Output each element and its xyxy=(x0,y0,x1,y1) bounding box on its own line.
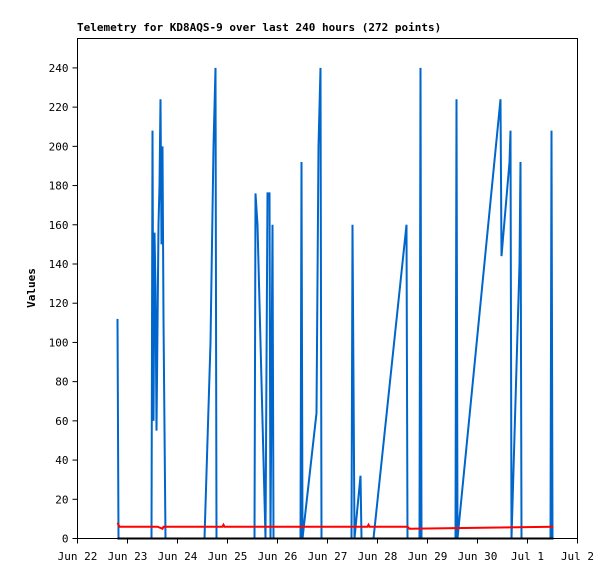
y-tick-label: 140 xyxy=(49,258,69,271)
y-tick-label: 80 xyxy=(55,376,68,389)
x-tick-label: Jun 23 xyxy=(108,550,148,563)
y-tick-label: 220 xyxy=(49,101,69,114)
x-tick-label: Jun 30 xyxy=(458,550,498,563)
x-tick-label: Jul 1 xyxy=(511,550,544,563)
x-tick-label: Jun 28 xyxy=(358,550,398,563)
y-axis-label: Values xyxy=(25,268,38,308)
x-tick-label: Jun 24 xyxy=(158,550,198,563)
chart-title: Telemetry for KD8AQS-9 over last 240 hou… xyxy=(77,21,441,34)
y-tick-label: 120 xyxy=(49,297,69,310)
x-tick-label: Jun 25 xyxy=(208,550,248,563)
series-line xyxy=(116,67,554,540)
x-tick-label: Jun 26 xyxy=(258,550,298,563)
x-tick-label: Jun 22 xyxy=(58,550,98,563)
y-tick-label: 0 xyxy=(62,533,69,546)
y-tick-label: 240 xyxy=(49,62,69,75)
y-tick-label: 100 xyxy=(49,336,69,349)
y-tick-label: 160 xyxy=(49,219,69,232)
y-tick-label: 180 xyxy=(49,180,69,193)
x-tick-label: Jul 2 xyxy=(561,550,594,563)
y-tick-label: 40 xyxy=(55,454,68,467)
x-tick-label: Jun 29 xyxy=(408,550,448,563)
y-tick-label: 60 xyxy=(55,415,68,428)
x-tick-label: Jun 27 xyxy=(308,550,348,563)
y-tick-label: 20 xyxy=(55,493,68,506)
series-line xyxy=(116,522,554,530)
y-tick-label: 200 xyxy=(49,140,69,153)
